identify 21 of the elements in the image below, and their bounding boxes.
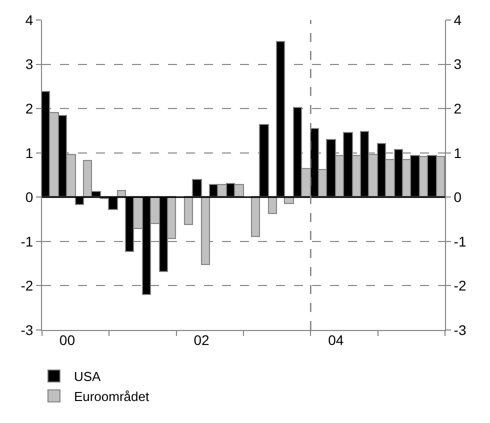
legend-label: USA xyxy=(74,369,101,384)
y-tick-label: 4 xyxy=(25,12,34,28)
y-tick-label: 2 xyxy=(25,100,34,116)
x-tick-label: 02 xyxy=(194,332,210,348)
x-tick-label: 04 xyxy=(328,332,344,348)
y-tick-label: 0 xyxy=(25,189,34,206)
y2-tick-label: 0 xyxy=(454,189,462,206)
y-tick-label: 1 xyxy=(25,144,34,161)
y2-tick-label: 3 xyxy=(454,56,462,72)
legend-label: Euroområdet xyxy=(74,388,150,404)
y2-tick-label: 1 xyxy=(454,144,462,161)
y-tick-label: -1 xyxy=(20,233,34,250)
y-tick-label: -2 xyxy=(20,278,34,294)
y2-tick-label: -1 xyxy=(454,233,466,250)
x-tick-label: 00 xyxy=(59,332,76,348)
y2-tick-label: 4 xyxy=(454,12,462,28)
y-tick-label: 3 xyxy=(25,56,34,72)
y-tick-label: -3 xyxy=(20,322,34,338)
y2-tick-label: -3 xyxy=(454,322,466,338)
y2-tick-label: 2 xyxy=(454,100,462,116)
y2-tick-label: -2 xyxy=(454,278,466,294)
